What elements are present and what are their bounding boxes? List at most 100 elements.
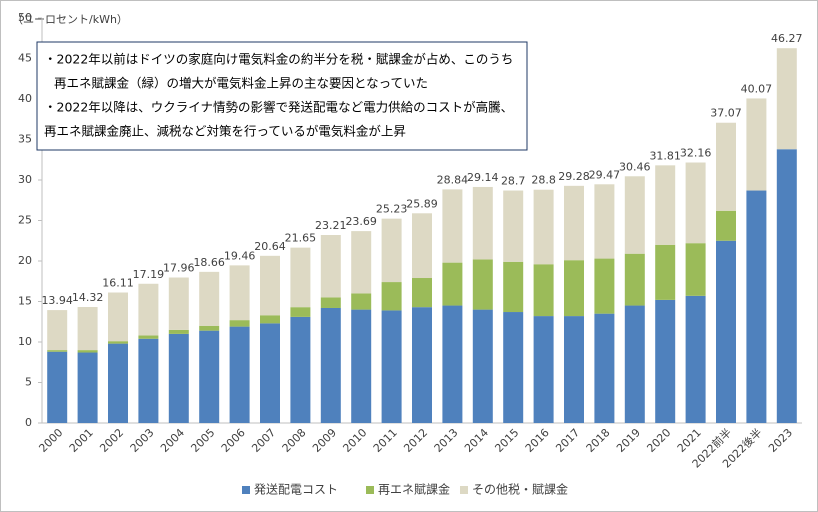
total-label: 23.69 <box>345 215 377 228</box>
bar-segment <box>533 264 554 317</box>
total-label: 13.94 <box>41 294 73 307</box>
bar-segment <box>503 261 524 313</box>
total-label: 28.8 <box>531 174 556 187</box>
total-label: 19.46 <box>224 249 256 262</box>
bar-segment <box>746 98 767 191</box>
bar-segment <box>381 218 402 283</box>
total-label: 29.14 <box>467 171 499 184</box>
bar-segment <box>199 325 220 331</box>
bar-segment <box>685 243 706 296</box>
y-tick-label: 50 <box>18 11 32 24</box>
y-unit-label: （ユーロセント/kWh） <box>12 13 128 26</box>
bar-segment <box>685 162 706 244</box>
y-tick-label: 10 <box>18 335 32 348</box>
bar-segment <box>290 307 311 317</box>
y-tick-label: 40 <box>18 92 32 105</box>
bar-segment <box>655 165 676 245</box>
bar-segment <box>442 305 463 423</box>
bar-segment <box>260 255 280 316</box>
bar-segment <box>776 149 797 423</box>
total-label: 16.11 <box>102 277 134 290</box>
bar-segment <box>776 48 797 150</box>
bar-segment <box>412 307 432 423</box>
total-label: 29.28 <box>558 170 590 183</box>
total-label: 23.21 <box>315 219 347 232</box>
bar-segment <box>138 335 159 339</box>
bar-segment <box>47 350 68 352</box>
bar-segment <box>138 283 159 336</box>
bar-segment <box>320 307 341 423</box>
total-label: 37.07 <box>710 107 742 120</box>
total-label: 14.32 <box>72 291 104 304</box>
bar-segment <box>472 186 493 260</box>
y-tick-label: 20 <box>18 254 32 267</box>
total-label: 29.47 <box>589 168 621 181</box>
bar-segment <box>351 309 372 423</box>
bar-segment <box>442 189 463 263</box>
bar-segment <box>351 231 372 294</box>
total-label: 28.7 <box>501 175 526 188</box>
bar-segment <box>655 299 676 423</box>
y-tick-label: 45 <box>18 52 32 65</box>
bar-segment <box>290 247 311 308</box>
bar-segment <box>746 190 767 423</box>
bar-segment <box>108 343 128 423</box>
bar-segment <box>108 292 128 342</box>
total-label: 17.96 <box>163 262 195 275</box>
bar-segment <box>229 320 250 327</box>
legend-label: 発送配電コスト <box>254 482 338 497</box>
total-label: 21.65 <box>285 232 317 245</box>
total-label: 25.89 <box>406 197 438 210</box>
bar-segment <box>533 189 554 265</box>
bar-segment <box>77 350 98 353</box>
annotation-box <box>36 41 528 151</box>
bar-segment <box>655 244 676 300</box>
bar-segment <box>381 282 402 311</box>
total-label: 25.23 <box>376 203 408 216</box>
bar-segment <box>716 240 736 423</box>
bar-segment <box>685 295 706 423</box>
bar-segment <box>624 305 645 423</box>
bar-segment <box>412 278 432 308</box>
bar-segment <box>168 277 189 330</box>
bar-segment <box>168 333 189 423</box>
bar-segment <box>229 265 250 321</box>
bar-segment <box>351 293 372 310</box>
bar-segment <box>199 271 220 326</box>
y-tick-label: 0 <box>25 416 32 429</box>
y-tick-label: 15 <box>18 295 32 308</box>
legend-label: その他税・賦課金 <box>472 482 568 497</box>
bar-segment <box>168 329 189 334</box>
bar-segment <box>199 330 220 423</box>
total-label: 32.16 <box>680 147 712 160</box>
y-tick-label: 25 <box>18 214 32 227</box>
bar-segment <box>503 312 524 423</box>
y-tick-label: 30 <box>18 173 32 186</box>
bar-segment <box>290 316 311 423</box>
bar-segment <box>47 310 68 351</box>
bar-segment <box>564 316 584 423</box>
annotation-text: 再エネ賦課金廃止、減税など対策を行っているが電気料金が上昇 <box>44 124 406 139</box>
bar-segment <box>320 297 341 308</box>
bar-segment <box>320 234 341 298</box>
bar-segment <box>594 258 615 314</box>
bar-segment <box>108 341 128 344</box>
bar-segment <box>472 259 493 310</box>
bar-segment <box>260 315 280 324</box>
annotation-text: 再エネ賦課金（緑）の増大が電気料金上昇の主な要因となっていた <box>54 76 428 91</box>
bar-segment <box>472 309 493 423</box>
total-label: 46.27 <box>771 32 803 45</box>
bar-segment <box>564 260 584 317</box>
legend-label: 再エネ賦課金 <box>378 482 450 497</box>
bar-segment <box>260 323 280 423</box>
bar-segment <box>442 262 463 306</box>
total-label: 30.46 <box>619 160 651 173</box>
legend-swatch <box>366 486 374 494</box>
bar-segment <box>412 213 432 279</box>
total-label: 31.81 <box>649 149 681 162</box>
bar-segment <box>77 352 98 423</box>
bar-segment <box>594 184 615 259</box>
bar-segment <box>564 185 584 261</box>
bar-segment <box>594 313 615 423</box>
